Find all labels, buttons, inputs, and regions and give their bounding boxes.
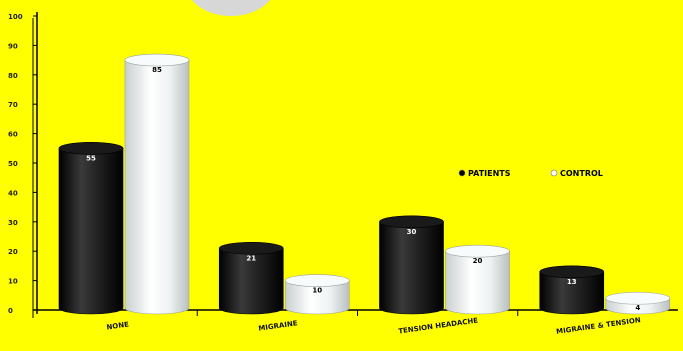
data-label: 4 xyxy=(635,304,640,312)
data-label: 20 xyxy=(473,257,483,265)
legend-marker xyxy=(550,169,558,177)
bars: 55 21 30 13 85 10 20 4 xyxy=(58,53,671,315)
bar-top xyxy=(124,53,190,67)
bar-top xyxy=(445,244,510,258)
bar-patients-3 xyxy=(539,265,605,315)
bar-body xyxy=(284,280,350,315)
data-label: 85 xyxy=(152,66,162,74)
y-tick-label: 30 xyxy=(8,219,18,227)
y-tick-label: 0 xyxy=(8,307,13,315)
y-tick-label: 20 xyxy=(8,248,18,256)
bar-top xyxy=(58,142,124,155)
bar-top xyxy=(605,291,671,305)
bar-body xyxy=(539,271,605,315)
y-tick-label: 10 xyxy=(8,278,18,286)
bar-control-1 xyxy=(284,274,350,315)
bar-patients-2 xyxy=(379,215,444,315)
bar-top xyxy=(284,274,350,287)
bar-body xyxy=(218,247,284,315)
bar-control-3 xyxy=(605,291,671,315)
bar-patients-1 xyxy=(218,241,284,315)
bar-top xyxy=(379,215,444,229)
legend-label: CONTROL xyxy=(560,169,603,178)
y-tick-label: 50 xyxy=(8,160,18,168)
bar-body xyxy=(379,221,444,315)
y-axis-ticks: 0 10 20 30 40 50 60 70 80 90 100 xyxy=(8,13,37,315)
y-tick-label: 100 xyxy=(8,13,23,21)
category-label: MIGRAINE & TENSION xyxy=(556,316,642,336)
category-labels: NONE MIGRAINE TENSION HEADACHE MIGRAINE & T… xyxy=(106,316,641,336)
bar-top xyxy=(218,241,284,255)
data-label: 10 xyxy=(312,287,322,295)
data-label: 13 xyxy=(567,278,577,286)
data-label: 55 xyxy=(86,154,96,162)
bar-top xyxy=(539,265,605,279)
category-label: MIGRAINE xyxy=(258,319,298,332)
legend-label: PATIENTS xyxy=(468,169,511,178)
legend-marker xyxy=(458,169,466,177)
legend: PATIENTS CONTROL xyxy=(458,169,603,178)
bar-body xyxy=(445,250,510,315)
category-label: NONE xyxy=(106,320,130,331)
y-tick-label: 60 xyxy=(8,131,18,139)
y-tick-label: 70 xyxy=(8,101,18,109)
bar-patients-0 xyxy=(58,142,124,315)
category-label: TENSION HEADACHE xyxy=(398,316,479,335)
bar-body xyxy=(124,59,190,315)
bar-body xyxy=(58,148,124,315)
y-tick-label: 80 xyxy=(8,72,18,80)
bar-control-0 xyxy=(124,53,190,315)
y-tick-label: 40 xyxy=(8,189,18,197)
data-label: 30 xyxy=(407,228,417,236)
data-label: 21 xyxy=(246,254,256,262)
bar-control-2 xyxy=(445,244,510,315)
y-tick-label: 90 xyxy=(8,42,18,50)
